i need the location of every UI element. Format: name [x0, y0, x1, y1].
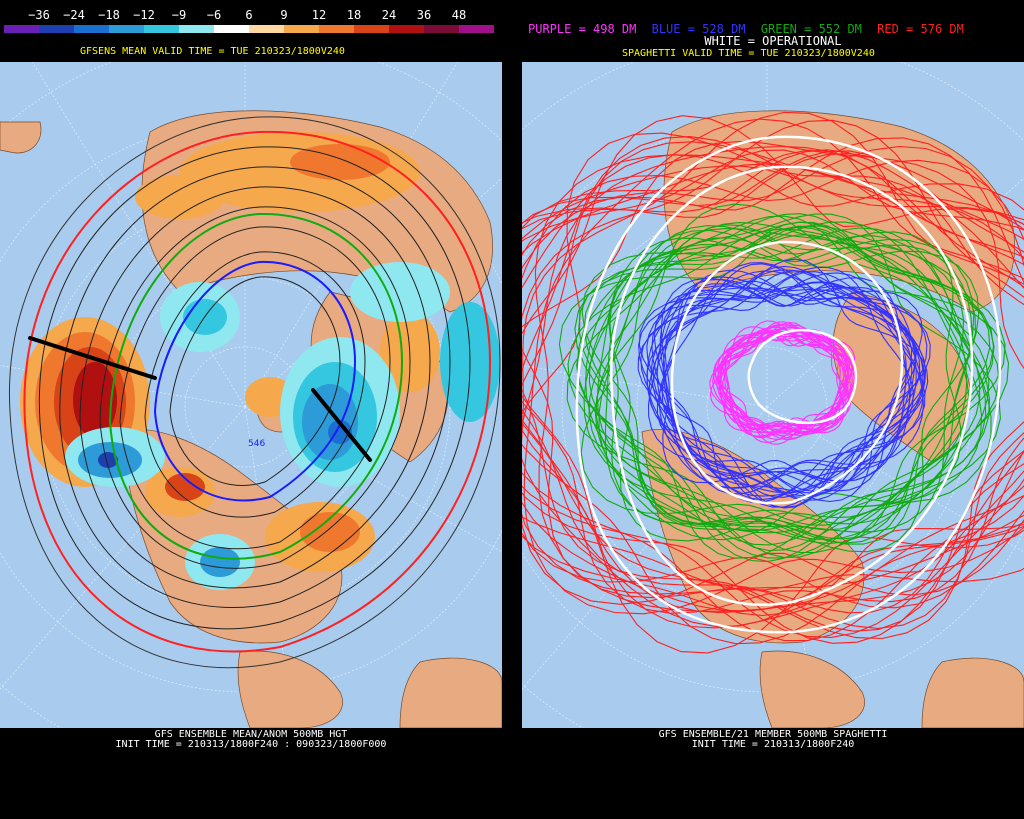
spaghetti-legend: PURPLE = 498 DM BLUE = 528 DM GREEN = 55…	[522, 22, 1024, 36]
legend-purple: PURPLE = 498 DM	[528, 22, 637, 36]
operational-contours	[575, 135, 1002, 634]
spaghetti-footer-title: GFS ENSEMBLE/21 MEMBER 500MB SPAGHETTI	[658, 729, 888, 740]
spaghetti-member-contour	[646, 287, 928, 497]
spaghetti-member-contour	[638, 271, 917, 503]
spaghetti-member-contour	[712, 327, 841, 434]
spaghetti-member-contour	[534, 154, 1024, 612]
ensemble-mean-panel: −36 −24 −18 −12 −9 −6 6 9 12 18 24 36 48 GFSENS MEAN…	[0, 0, 502, 819]
spaghetti-member-contour	[522, 111, 1024, 605]
spaghetti-panel: PURPLE = 498 DM BLUE = 528 DM GREEN = 55…	[522, 0, 1024, 819]
scale-swatch	[354, 25, 389, 33]
legend-red: RED = 576 DM	[877, 22, 964, 36]
scale-swatch	[424, 25, 459, 33]
scale-swatch	[39, 25, 74, 33]
spaghetti-member-contour	[658, 262, 924, 489]
mean-valid-time-title: GFSENS MEAN VALID TIME = TUE 210323/1800…	[80, 46, 345, 57]
spaghetti-member-contour	[723, 322, 856, 433]
mean-footer-init-time: INIT TIME = 210313/1800F240 : 090323/180…	[115, 739, 387, 750]
spaghetti-member-contour	[647, 266, 914, 493]
scale-label: −18	[98, 8, 120, 22]
mean-footer: GFS ENSEMBLE MEAN/ANOM 500MB HGT INIT TI…	[0, 728, 502, 819]
spaghetti-member-contour	[522, 152, 1024, 640]
panel-divider	[502, 0, 522, 819]
trough-axis-lines	[28, 336, 372, 462]
spaghetti-member-contour	[659, 285, 927, 494]
scale-swatch	[179, 25, 214, 33]
legend-blue: BLUE = 528 DM	[651, 22, 746, 36]
anomaly-scale-header: −36 −24 −18 −12 −9 −6 6 9 12 18 24 36 48 GFSENS MEAN…	[0, 0, 502, 62]
spaghetti-member-contour	[588, 229, 973, 563]
scale-label: −6	[206, 8, 222, 22]
legend-green: GREEN = 552 DM	[760, 22, 862, 36]
ensemble-mean-map: 546	[0, 62, 502, 728]
spaghetti-member-contour	[656, 276, 926, 498]
spaghetti-member-contour	[722, 334, 853, 441]
spaghetti-member-contour	[522, 140, 1024, 591]
spaghetti-member-contour	[567, 228, 965, 533]
scale-label: 48	[451, 8, 467, 22]
spaghetti-member-contour	[640, 270, 913, 492]
spaghetti-member-contour	[566, 231, 962, 552]
anomaly-scale-labels: −36 −24 −18 −12 −9 −6 6 9 12 18 24 36 48	[0, 8, 502, 22]
spaghetti-member-contour	[522, 165, 1024, 629]
scale-swatch	[319, 25, 354, 33]
spaghetti-member-contour	[596, 235, 981, 558]
scale-label: −36	[28, 8, 50, 22]
scale-label: −24	[63, 8, 85, 22]
spaghetti-member-contour	[522, 145, 1024, 638]
spaghetti-member-contour	[719, 323, 849, 430]
mean-footer-title: GFS ENSEMBLE MEAN/ANOM 500MB HGT	[154, 729, 348, 740]
scale-swatch	[144, 25, 179, 33]
spaghetti-member-contour	[583, 226, 995, 540]
spaghetti-member-contour	[522, 154, 1024, 645]
scale-label: 18	[346, 8, 362, 22]
spaghetti-member-contour	[585, 227, 968, 554]
scale-swatch	[74, 25, 109, 33]
spaghetti-member-contour	[558, 225, 976, 553]
spaghetti-member-contour	[651, 281, 921, 497]
scale-swatch	[4, 25, 39, 33]
spaghetti-member-contour	[522, 119, 1024, 609]
scale-label: 9	[280, 8, 288, 22]
spaghetti-map	[522, 62, 1024, 728]
spaghetti-member-contour	[713, 335, 848, 436]
anomaly-color-scale	[4, 25, 494, 33]
spaghetti-member-contour	[576, 238, 975, 559]
spaghetti-member-contour	[652, 263, 916, 495]
legend-white-operational: WHITE = OPERATIONAL	[704, 34, 842, 48]
spaghetti-member-contour	[646, 269, 907, 482]
key-contours	[23, 130, 492, 653]
spaghetti-member-contour	[588, 222, 983, 532]
scale-swatch	[284, 25, 319, 33]
spaghetti-member-contour	[522, 132, 1024, 617]
spaghetti-footer: GFS ENSEMBLE/21 MEMBER 500MB SPAGHETTI I…	[522, 728, 1024, 819]
scale-label: −12	[133, 8, 155, 22]
spaghetti-member-contour	[609, 221, 1000, 531]
scale-swatch	[109, 25, 144, 33]
spaghetti-member-contour	[578, 225, 995, 544]
scale-label: 12	[311, 8, 327, 22]
spaghetti-valid-time-title: SPAGHETTI VALID TIME = TUE 210323/1800V2…	[622, 48, 875, 59]
scale-label: 24	[381, 8, 397, 22]
spaghetti-member-contour	[522, 163, 1024, 614]
spaghetti-legend-header: PURPLE = 498 DM BLUE = 528 DM GREEN = 55…	[522, 0, 1024, 62]
spaghetti-member-contour	[522, 145, 1024, 595]
scale-label: 6	[245, 8, 253, 22]
spaghetti-member-contour	[522, 159, 1024, 642]
spaghetti-member-contour	[522, 149, 1024, 629]
scale-swatch	[459, 25, 494, 33]
spaghetti-footer-init-time: INIT TIME = 210313/1800F240	[691, 739, 855, 750]
height-contours	[8, 116, 501, 669]
scale-swatch	[214, 25, 249, 33]
contour-label-546: 546	[248, 439, 265, 449]
spaghetti-member-contour	[522, 150, 1024, 614]
scale-swatch	[249, 25, 284, 33]
scale-swatch	[389, 25, 424, 33]
scale-label: 36	[416, 8, 432, 22]
spaghetti-member-contour	[522, 115, 1024, 654]
scale-label: −9	[171, 8, 187, 22]
spaghetti-member-contour	[581, 234, 1006, 545]
spaghetti-member-contour	[522, 136, 1024, 627]
